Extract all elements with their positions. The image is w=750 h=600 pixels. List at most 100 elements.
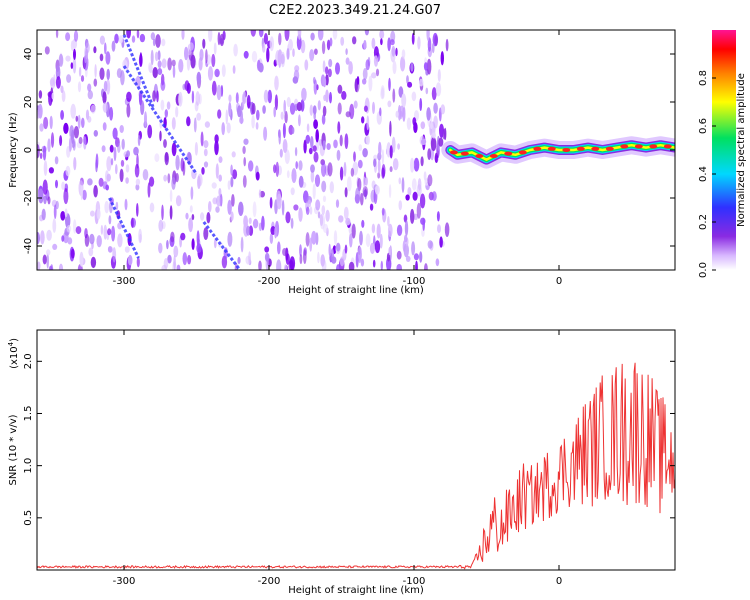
- noise-cell: [58, 263, 64, 270]
- noise-cell: [345, 48, 348, 55]
- noise-cell: [321, 40, 326, 55]
- noise-cell: [437, 224, 441, 234]
- noise-cell: [61, 90, 66, 103]
- noise-cell: [216, 195, 222, 207]
- spectrogram-x-axis-label: Height of straight line (km): [288, 285, 424, 296]
- noise-cell: [87, 178, 93, 186]
- noise-cell: [407, 81, 413, 88]
- noise-cell: [93, 46, 97, 54]
- noise-cell: [321, 162, 327, 177]
- noise-cell: [127, 254, 133, 266]
- noise-cell: [388, 77, 391, 92]
- noise-cell: [99, 53, 104, 62]
- noise-cell: [286, 170, 290, 179]
- noise-cell: [126, 150, 130, 158]
- noise-cell: [329, 181, 334, 194]
- noise-cell: [191, 238, 195, 251]
- noise-cell: [278, 129, 282, 145]
- noise-cell: [54, 156, 59, 165]
- noise-cell: [435, 258, 440, 267]
- noise-cell: [154, 51, 159, 62]
- noise-cell: [412, 191, 418, 201]
- noise-cell: [37, 232, 40, 245]
- noise-cell: [290, 217, 294, 229]
- noise-cell: [366, 115, 370, 131]
- noise-cell: [43, 160, 48, 176]
- noise-cell: [214, 140, 219, 156]
- noise-cell: [55, 76, 61, 89]
- noise-cell: [84, 228, 88, 239]
- snr-panel: -300 -200 -100 0 0.5 1.0 1.5 2.0 Height of str…: [7, 329, 676, 596]
- noise-cell: [157, 68, 163, 75]
- noise-cell: [275, 161, 279, 177]
- noise-cell: [329, 91, 332, 104]
- noise-cell: [211, 182, 217, 189]
- noise-cell: [387, 216, 390, 227]
- noise-cell: [126, 30, 131, 39]
- noise-cell: [138, 54, 143, 67]
- noise-cell: [365, 233, 371, 247]
- noise-cell: [52, 243, 58, 250]
- noise-cell: [286, 96, 291, 108]
- noise-cell: [379, 233, 383, 249]
- noise-cell: [39, 123, 44, 132]
- noise-cell: [290, 187, 295, 196]
- noise-cell: [309, 237, 313, 252]
- noise-cell: [388, 184, 392, 199]
- noise-cell: [73, 157, 77, 171]
- noise-cell: [109, 106, 114, 121]
- noise-cell: [258, 260, 262, 270]
- noise-cell: [310, 170, 315, 183]
- y-tick-label: 1.5: [23, 406, 34, 422]
- noise-cell: [349, 103, 355, 120]
- y-tick-label: 40: [23, 48, 34, 61]
- noise-cell: [109, 144, 114, 153]
- noise-cell: [212, 197, 218, 205]
- noise-cell: [427, 148, 432, 161]
- signal-peak: [547, 146, 556, 151]
- noise-cell: [333, 139, 338, 149]
- noise-cell: [411, 91, 417, 102]
- noise-cell: [163, 258, 169, 269]
- noise-cell: [358, 144, 363, 152]
- noise-cell: [284, 264, 287, 270]
- noise-cell: [243, 157, 246, 167]
- noise-cell: [391, 136, 396, 153]
- noise-cell: [303, 249, 307, 264]
- noise-cell: [281, 199, 285, 216]
- noise-cell: [221, 64, 226, 77]
- signal-peak: [504, 151, 513, 156]
- noise-cell: [317, 30, 324, 41]
- noise-cell: [433, 102, 438, 114]
- noise-cell: [131, 35, 136, 43]
- noise-cell: [305, 134, 311, 144]
- noise-cell: [251, 102, 256, 115]
- noise-cell: [203, 227, 209, 241]
- noise-cell: [49, 78, 55, 87]
- noise-cell: [230, 211, 234, 221]
- noise-cell: [199, 48, 204, 61]
- noise-cell: [282, 248, 288, 256]
- noise-cell: [227, 231, 233, 247]
- noise-cell: [98, 177, 104, 187]
- noise-cell: [101, 145, 106, 153]
- noise-cell: [430, 121, 433, 130]
- noise-cell: [133, 146, 139, 156]
- noise-cell: [48, 91, 53, 106]
- noise-cell: [200, 212, 205, 221]
- noise-cell: [401, 49, 406, 59]
- noise-cell: [376, 223, 381, 239]
- noise-cell: [164, 109, 168, 118]
- noise-cell: [65, 32, 71, 42]
- noise-cell: [266, 47, 270, 63]
- signal-peak: [576, 146, 585, 151]
- noise-cell: [148, 64, 153, 74]
- noise-cell: [351, 223, 356, 239]
- noise-cell: [237, 256, 241, 265]
- noise-cell: [214, 134, 219, 144]
- noise-cell: [173, 255, 176, 270]
- noise-cell: [297, 30, 302, 40]
- noise-cell: [294, 147, 298, 157]
- noise-cell: [93, 78, 98, 87]
- signal-peak: [475, 154, 484, 158]
